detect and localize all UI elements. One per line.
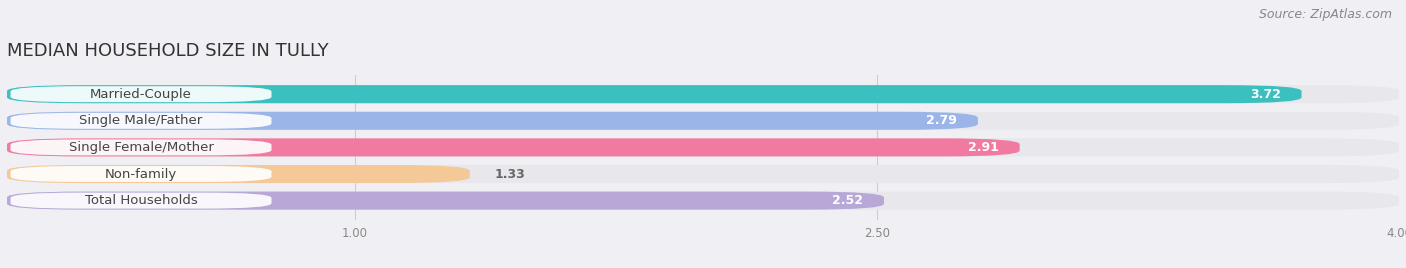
FancyBboxPatch shape — [7, 112, 1399, 130]
Text: Source: ZipAtlas.com: Source: ZipAtlas.com — [1258, 8, 1392, 21]
Text: Non-family: Non-family — [105, 168, 177, 181]
FancyBboxPatch shape — [7, 165, 470, 183]
FancyBboxPatch shape — [7, 85, 1399, 103]
Text: Single Male/Father: Single Male/Father — [79, 114, 202, 127]
FancyBboxPatch shape — [7, 165, 1399, 183]
FancyBboxPatch shape — [10, 86, 271, 102]
FancyBboxPatch shape — [10, 166, 271, 182]
Text: Single Female/Mother: Single Female/Mother — [69, 141, 214, 154]
FancyBboxPatch shape — [7, 112, 979, 130]
FancyBboxPatch shape — [10, 113, 271, 129]
Text: 2.79: 2.79 — [927, 114, 957, 127]
Text: 3.72: 3.72 — [1250, 88, 1281, 101]
FancyBboxPatch shape — [10, 193, 271, 209]
Text: Married-Couple: Married-Couple — [90, 88, 193, 101]
FancyBboxPatch shape — [7, 192, 1399, 210]
Text: Total Households: Total Households — [84, 194, 197, 207]
Text: MEDIAN HOUSEHOLD SIZE IN TULLY: MEDIAN HOUSEHOLD SIZE IN TULLY — [7, 42, 329, 60]
Text: 2.52: 2.52 — [832, 194, 863, 207]
FancyBboxPatch shape — [10, 139, 271, 155]
Text: 1.33: 1.33 — [495, 168, 524, 181]
FancyBboxPatch shape — [7, 85, 1302, 103]
FancyBboxPatch shape — [7, 192, 884, 210]
Text: 2.91: 2.91 — [967, 141, 998, 154]
FancyBboxPatch shape — [7, 138, 1019, 157]
FancyBboxPatch shape — [7, 138, 1399, 157]
